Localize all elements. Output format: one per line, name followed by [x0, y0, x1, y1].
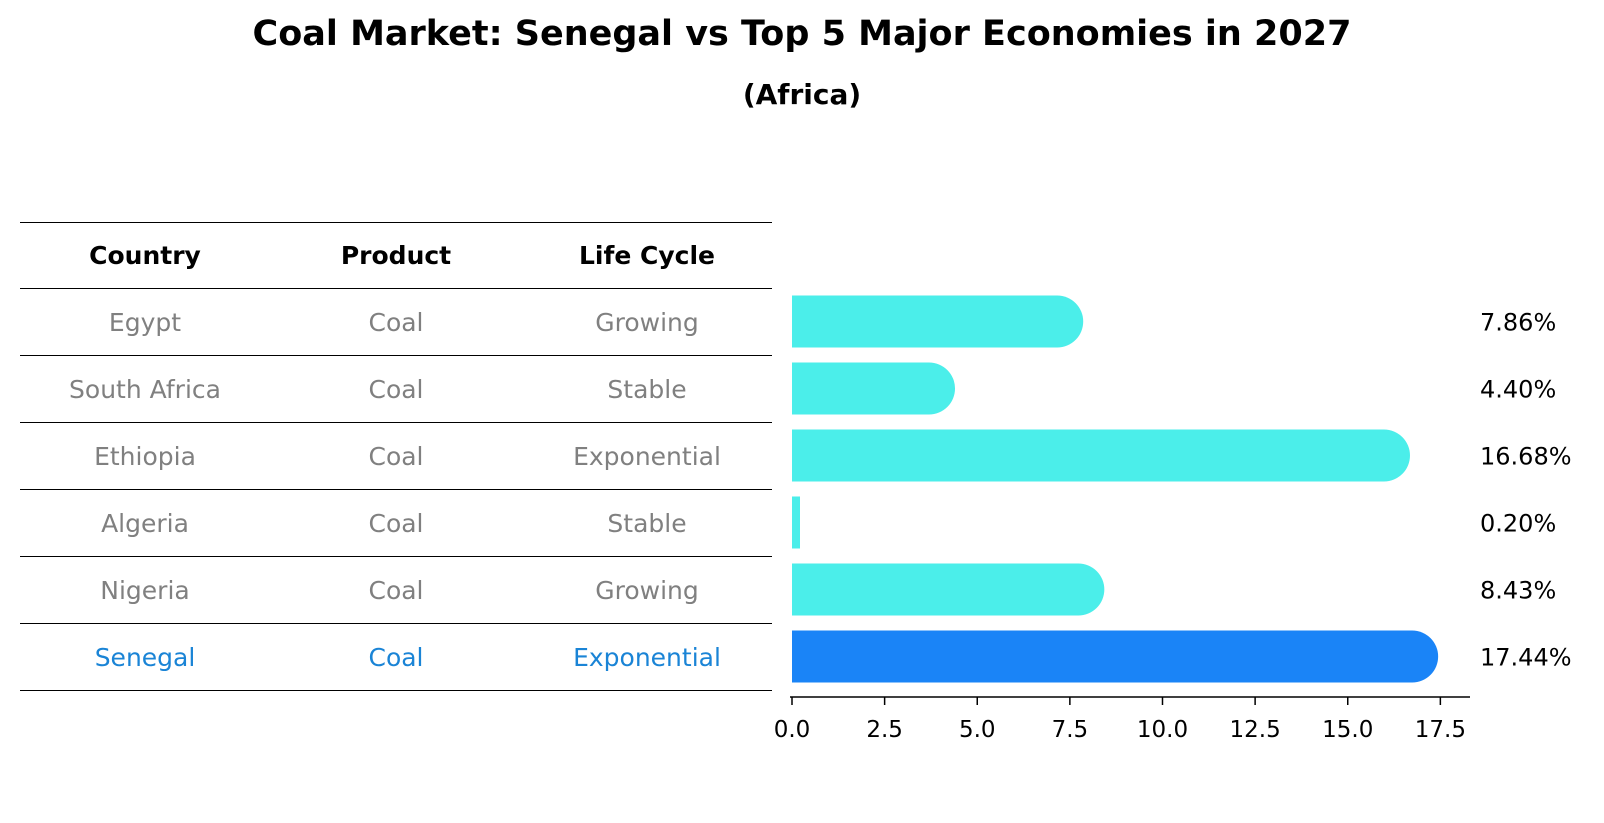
- cell-life-cycle: Exponential: [573, 643, 721, 672]
- x-tick-label: 10.0: [1137, 717, 1188, 743]
- header-life-cycle: Life Cycle: [578, 241, 716, 270]
- x-tick-label: 7.5: [1052, 717, 1089, 743]
- table-row: Ethiopia Coal Exponential: [20, 423, 772, 490]
- bar: [792, 295, 1084, 348]
- table-rule: [20, 556, 772, 557]
- bar: [792, 496, 800, 549]
- cell-product: Coal: [368, 509, 424, 538]
- x-tick-label: 2.5: [866, 717, 903, 743]
- header-country: Country: [89, 241, 201, 270]
- table-rule: [20, 690, 772, 691]
- cell-country: South Africa: [69, 375, 221, 404]
- cell-product: Coal: [368, 442, 424, 471]
- chart-title: Coal Market: Senegal vs Top 5 Major Econ…: [252, 14, 1352, 54]
- table-rule: [20, 623, 772, 624]
- table-rule: [20, 489, 772, 490]
- cell-country: Nigeria: [100, 576, 190, 605]
- chart-subtitle: (Africa): [742, 78, 862, 111]
- table-rule: [20, 355, 772, 356]
- cell-life-cycle: Stable: [607, 375, 687, 404]
- cell-country: Egypt: [108, 308, 182, 337]
- bar-value-label: 8.43%: [1480, 577, 1556, 605]
- table-rule: [20, 222, 772, 223]
- x-tick-label: 15.0: [1322, 717, 1373, 743]
- cell-life-cycle: Growing: [595, 576, 699, 605]
- bar: [792, 563, 1105, 616]
- x-tick-label: 12.5: [1230, 717, 1281, 743]
- cell-life-cycle: Growing: [595, 308, 699, 337]
- cell-product: Coal: [368, 576, 424, 605]
- bar: [792, 362, 956, 415]
- x-tick-label: 17.5: [1415, 717, 1466, 743]
- table-header-row: Country Product Life Cycle: [20, 222, 772, 289]
- bar-highlighted: [792, 630, 1439, 683]
- table-row-highlighted: Senegal Coal Exponential: [20, 624, 772, 691]
- bar-value-label: 17.44%: [1480, 644, 1572, 672]
- bar-value-label: 0.20%: [1480, 510, 1556, 538]
- bar-value-label: 16.68%: [1480, 443, 1572, 471]
- table-row: Egypt Coal Growing: [20, 289, 772, 356]
- cell-life-cycle: Stable: [607, 509, 687, 538]
- bar-value-label: 7.86%: [1480, 309, 1556, 337]
- cell-country: Senegal: [94, 643, 196, 672]
- bar-value-label: 4.40%: [1480, 376, 1556, 404]
- cell-country: Algeria: [101, 509, 189, 538]
- cell-product: Coal: [368, 375, 424, 404]
- cell-life-cycle: Exponential: [573, 442, 721, 471]
- table-row: Nigeria Coal Growing: [20, 557, 772, 624]
- x-tick-label: 5.0: [959, 717, 996, 743]
- table-rule: [20, 422, 772, 423]
- table-row: South Africa Coal Stable: [20, 356, 772, 423]
- cell-product: Coal: [368, 643, 424, 672]
- header-product: Product: [340, 241, 452, 270]
- cell-product: Coal: [368, 308, 424, 337]
- table-row: Algeria Coal Stable: [20, 490, 772, 557]
- cell-country: Ethiopia: [94, 442, 196, 471]
- bar: [792, 429, 1410, 482]
- table-rule: [20, 288, 772, 289]
- x-tick-label: 0.0: [774, 717, 811, 743]
